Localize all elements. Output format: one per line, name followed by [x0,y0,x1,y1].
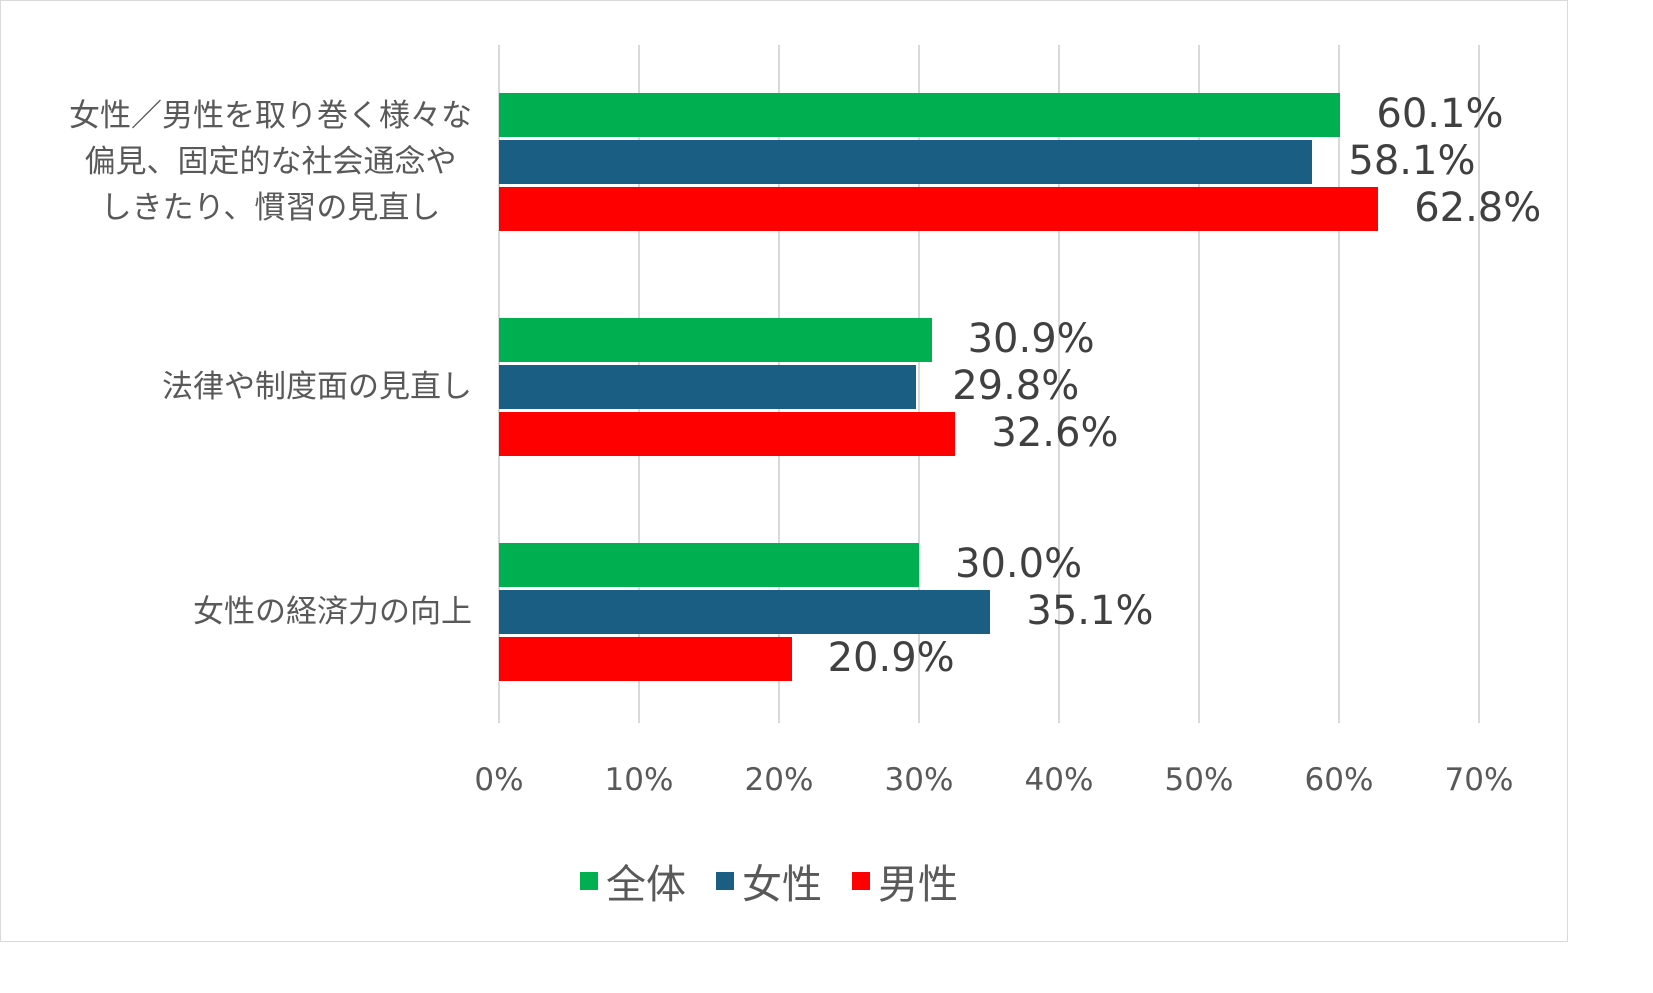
gridline [1338,45,1340,723]
data-label: 35.1% [1026,588,1154,634]
tick-label: 10% [604,762,674,798]
tick-label: 0% [474,762,524,798]
chart-frame [0,0,1568,942]
category-label: 法律や制度面の見直し [162,369,472,405]
legend-item: 男性 [852,852,958,910]
data-label: 20.9% [827,635,955,681]
bar [499,412,956,456]
category-label: 女性／男性を取り巻く様々な 偏見、固定的な社会通念や しきたり、慣習の見直し [69,98,472,226]
gridline [1198,45,1200,723]
gridline [918,45,920,723]
legend-swatch-icon [716,872,734,890]
data-label: 58.1% [1348,138,1476,184]
legend-label: 全体 [606,862,686,908]
gridline [1058,45,1060,723]
legend-swatch-icon [852,872,870,890]
tick-label: 30% [884,762,954,798]
legend-label: 男性 [878,862,958,908]
tick-label: 40% [1024,762,1094,798]
bar [499,93,1341,137]
tick-label: 60% [1304,762,1374,798]
data-label: 30.0% [955,541,1083,587]
legend-item: 全体 [580,852,686,910]
gridline [1478,45,1480,723]
tick-label: 20% [744,762,814,798]
bar [499,318,932,362]
data-label: 62.8% [1414,185,1542,231]
data-label: 32.6% [991,410,1119,456]
bar [499,187,1379,231]
legend-swatch-icon [580,872,598,890]
bar [499,365,917,409]
data-label: 29.8% [952,363,1080,409]
legend: 全体 女性 男性 [580,852,974,910]
category-label: 女性の経済力の向上 [193,594,472,630]
legend-label: 女性 [742,862,822,908]
bar [499,637,792,681]
plot-area: 60.1% 58.1% 62.8% 30.9% 29.8% 32.6% 30.0% 35.1%… [498,45,1541,723]
legend-item: 女性 [716,852,822,910]
tick-label: 50% [1164,762,1234,798]
bar [499,590,991,634]
data-label: 60.1% [1376,91,1504,137]
bar [499,543,919,587]
bar [499,140,1313,184]
data-label: 30.9% [967,316,1095,362]
tick-label: 70% [1444,762,1514,798]
